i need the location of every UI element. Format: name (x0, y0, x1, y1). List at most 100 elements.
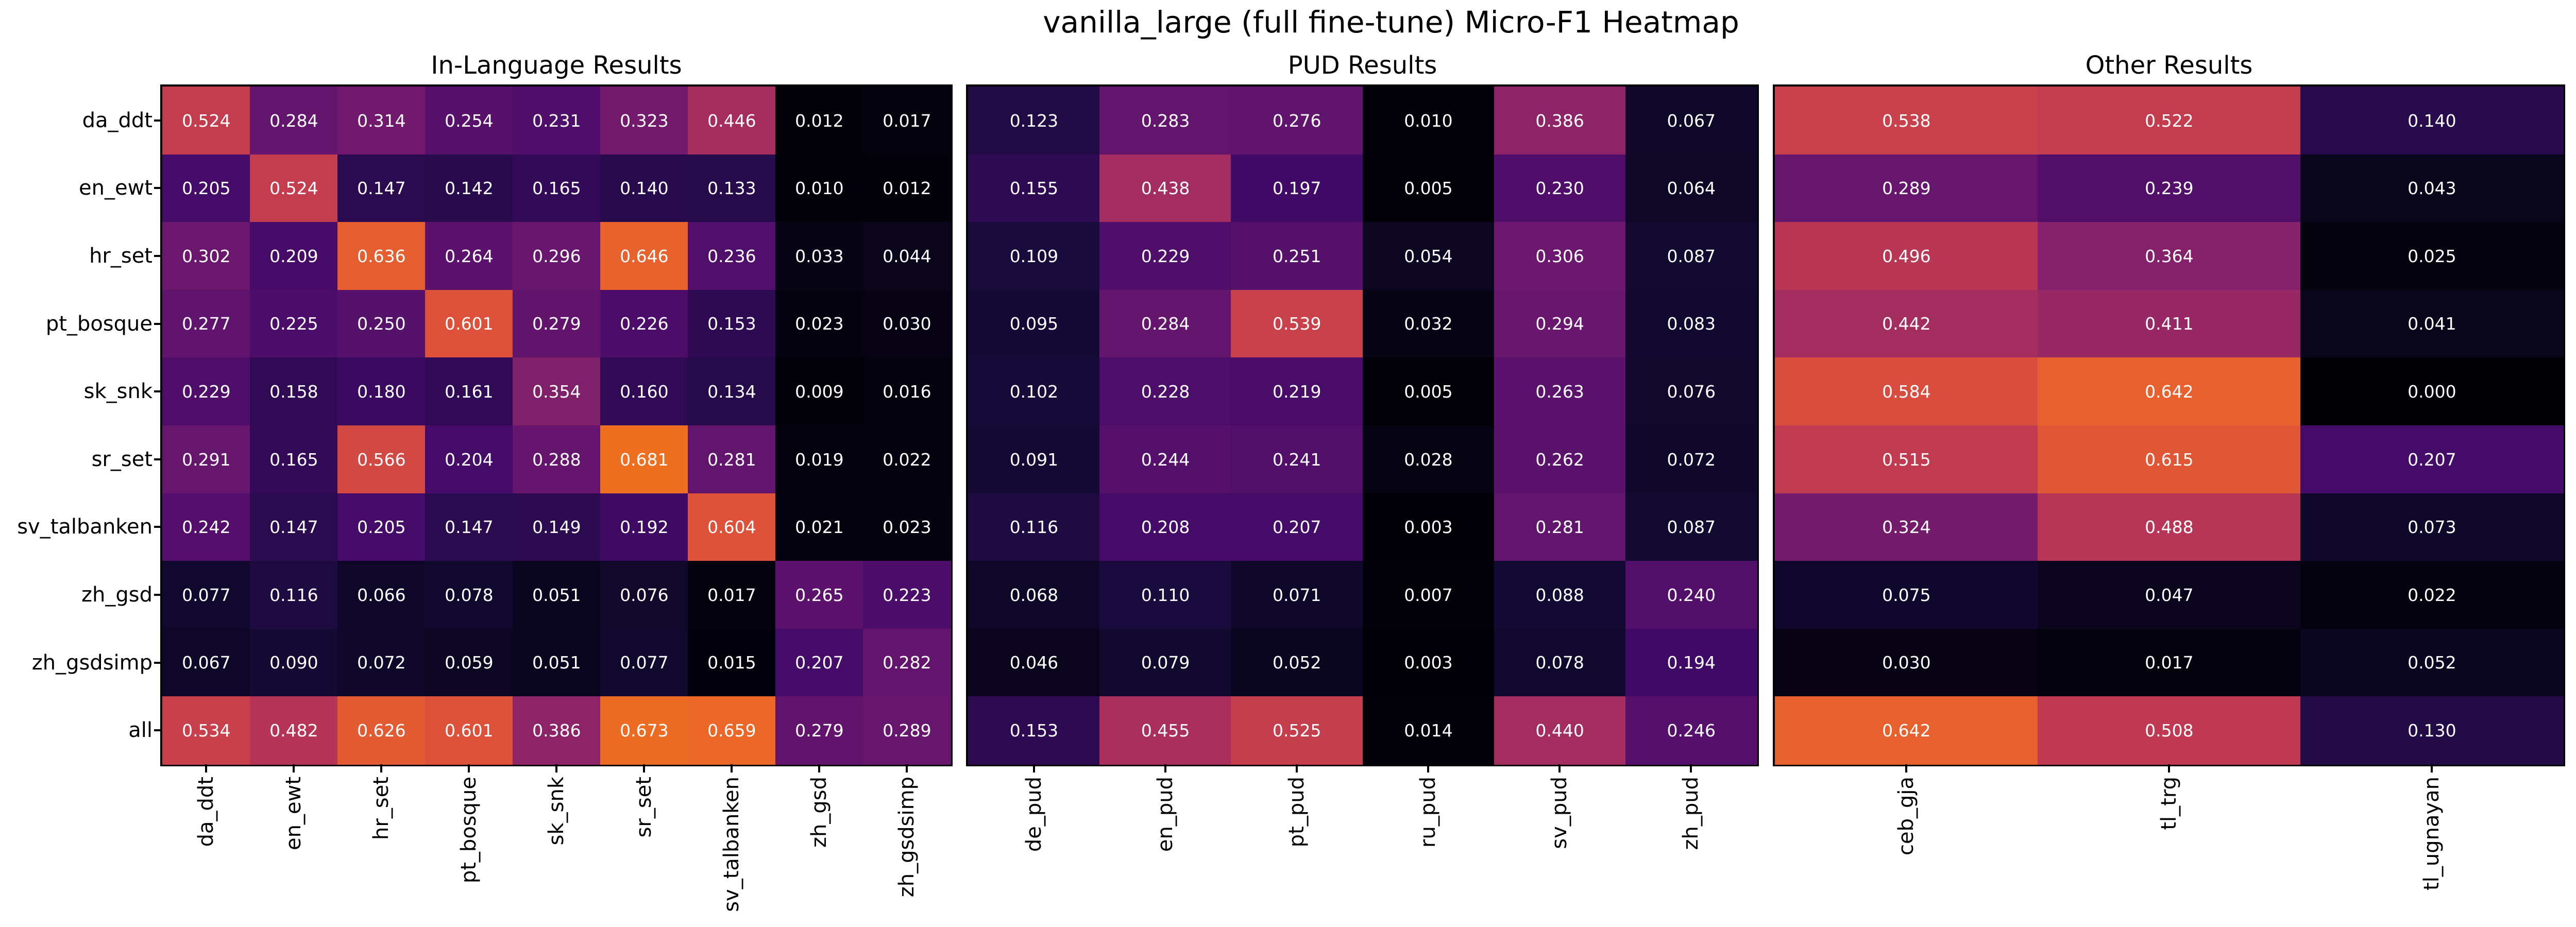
heatmap-cell: 0.047 (2038, 561, 2301, 629)
heatmap-cell: 0.488 (2038, 493, 2301, 561)
heatmap-cell: 0.440 (1494, 696, 1626, 765)
heatmap-cell: 0.646 (600, 222, 688, 290)
x-tick-label: tl_trg (2157, 777, 2181, 830)
heatmap-cell: 0.229 (1099, 222, 1232, 290)
x-tick-mark (1558, 764, 1561, 772)
heatmap-cell: 0.059 (425, 628, 513, 697)
x-tick-mark (1427, 764, 1430, 772)
heatmap-cell: 0.522 (2038, 87, 2301, 155)
heatmap-cell: 0.281 (1494, 493, 1626, 561)
x-tick-mark (731, 764, 733, 772)
heatmap-cell: 0.642 (1775, 696, 2038, 765)
heatmap-cell: 0.077 (600, 628, 688, 697)
y-tick-mark (154, 594, 162, 596)
heatmap-cell: 0.030 (1775, 628, 2038, 697)
heatmap-cell: 0.015 (688, 628, 776, 697)
heatmap-cell: 0.088 (1494, 561, 1626, 629)
heatmap-cell: 0.508 (2038, 696, 2301, 765)
heatmap-cell: 0.601 (425, 289, 513, 358)
y-tick-mark (154, 255, 162, 257)
heatmap-cell: 0.642 (2038, 357, 2301, 426)
heatmap-cell: 0.239 (2038, 154, 2301, 222)
heatmap-cell: 0.021 (775, 493, 863, 561)
x-tick-label: ru_pud (1416, 777, 1440, 848)
x-tick-label: zh_gsdsimp (895, 777, 919, 898)
y-tick-label: sv_talbanken (17, 515, 152, 539)
heatmap-cell: 0.205 (162, 154, 250, 222)
x-tick-mark (205, 764, 207, 772)
heatmap-cell: 0.251 (1231, 222, 1363, 290)
heatmap-cell: 0.075 (1775, 561, 2038, 629)
x-tick-mark (2168, 764, 2170, 772)
heatmap-cell: 0.076 (1625, 357, 1757, 426)
x-tick-label: sr_set (632, 777, 656, 838)
heatmap-cell: 0.229 (162, 357, 250, 426)
heatmap-cell: 0.207 (775, 628, 863, 697)
heatmap-cell: 0.116 (968, 493, 1100, 561)
heatmap-cell: 0.051 (513, 561, 601, 629)
heatmap-cell: 0.289 (1775, 154, 2038, 222)
heatmap-cell: 0.226 (600, 289, 688, 358)
heatmap-cell: 0.524 (162, 87, 250, 155)
heatmap-cell: 0.133 (688, 154, 776, 222)
y-tick-mark (154, 661, 162, 664)
heatmap-cell: 0.033 (775, 222, 863, 290)
y-tick-mark (154, 390, 162, 393)
heatmap-cell: 0.110 (1099, 561, 1232, 629)
heatmap-cell: 0.000 (2300, 357, 2564, 426)
heatmap-cell: 0.087 (1625, 222, 1757, 290)
heatmap-cell: 0.140 (2300, 87, 2564, 155)
heatmap-cell: 0.250 (337, 289, 426, 358)
heatmap-cell: 0.017 (863, 87, 951, 155)
heatmap-cell: 0.240 (1625, 561, 1757, 629)
x-tick-mark (1905, 764, 1907, 772)
heatmap-cell: 0.263 (1494, 357, 1626, 426)
x-tick-label: de_pud (1022, 777, 1046, 852)
heatmap-cell: 0.659 (688, 696, 776, 765)
x-tick-mark (293, 764, 295, 772)
heatmap-cell: 0.209 (250, 222, 338, 290)
heatmap-cell: 0.601 (425, 696, 513, 765)
y-tick-label: sr_set (91, 447, 152, 471)
heatmap-cell: 0.130 (2300, 696, 2564, 765)
y-tick-label: da_ddt (82, 108, 152, 132)
x-tick-mark (1295, 764, 1298, 772)
y-tick-mark (154, 187, 162, 190)
x-tick-label: hr_set (369, 777, 393, 840)
heatmap-cell: 0.165 (513, 154, 601, 222)
heatmap-cell: 0.102 (968, 357, 1100, 426)
x-tick-mark (906, 764, 908, 772)
y-tick-mark (154, 119, 162, 122)
x-tick-label: en_pud (1153, 777, 1177, 852)
heatmap-cell: 0.046 (968, 628, 1100, 697)
heatmap-cell: 0.306 (1494, 222, 1626, 290)
heatmap-cell: 0.281 (688, 425, 776, 494)
heatmap-cell: 0.291 (162, 425, 250, 494)
x-tick-mark (2431, 764, 2433, 772)
heatmap-cell: 0.231 (513, 87, 601, 155)
heatmap-cell: 0.236 (688, 222, 776, 290)
x-tick-mark (1032, 764, 1035, 772)
heatmap-cell: 0.194 (1625, 628, 1757, 697)
heatmap-cell: 0.681 (600, 425, 688, 494)
x-tick-label: pt_bosque (457, 777, 481, 884)
heatmap-cell: 0.095 (968, 289, 1100, 358)
heatmap-cell: 0.140 (600, 154, 688, 222)
heatmap-cell: 0.003 (1362, 628, 1495, 697)
heatmap-cell: 0.017 (2038, 628, 2301, 697)
heatmap-cell: 0.538 (1775, 87, 2038, 155)
heatmap-cell: 0.225 (250, 289, 338, 358)
heatmap-cell: 0.090 (250, 628, 338, 697)
heatmap-cell: 0.022 (863, 425, 951, 494)
heatmap-cell: 0.294 (1494, 289, 1626, 358)
heatmap-cell: 0.016 (863, 357, 951, 426)
heatmap-panel-pud: 0.123 0.283 0.276 0.010 0.386 0.067 0.155 0.438… (966, 84, 1759, 766)
heatmap-cell: 0.482 (250, 696, 338, 765)
heatmap-cell: 0.566 (337, 425, 426, 494)
heatmap-cell: 0.496 (1775, 222, 2038, 290)
heatmap-cell: 0.314 (337, 87, 426, 155)
heatmap-cell: 0.023 (775, 289, 863, 358)
heatmap-cell: 0.052 (2300, 628, 2564, 697)
x-tick-label: sv_talbanken (720, 777, 743, 912)
heatmap-cell: 0.223 (863, 561, 951, 629)
